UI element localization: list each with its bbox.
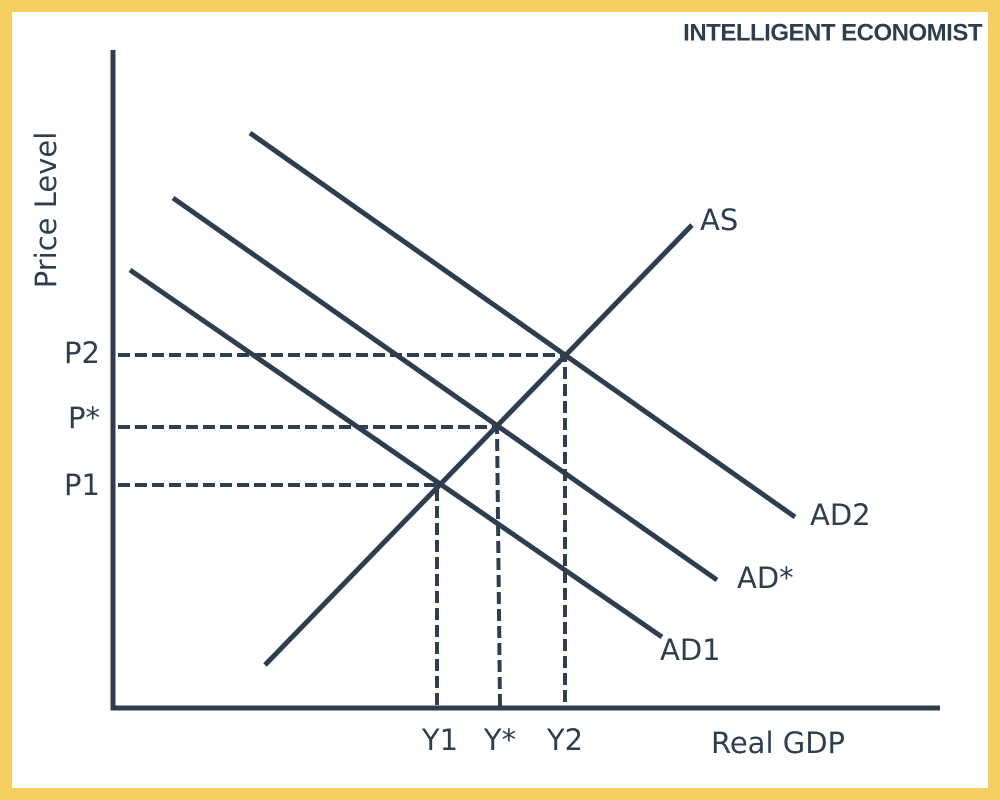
as-curve xyxy=(263,223,694,667)
y-axis-label: Price Level xyxy=(29,132,63,289)
curve-label: AD* xyxy=(737,561,794,595)
curve-label: AD2 xyxy=(810,498,871,532)
brand: INTELLIGENT ECONOMIST xyxy=(683,19,983,46)
ad1-curve xyxy=(128,267,664,640)
price-label: P* xyxy=(68,401,100,435)
ad2-curve xyxy=(248,130,797,520)
output-label: Y2 xyxy=(546,723,583,757)
axes xyxy=(110,50,940,711)
price-label: P2 xyxy=(64,336,100,370)
adstar-curve xyxy=(171,195,719,583)
output-label: Y* xyxy=(483,723,516,757)
curve-label: AS xyxy=(700,203,738,237)
price-label: P1 xyxy=(64,468,100,502)
curve-label: AD1 xyxy=(660,633,721,667)
x-axis-label: Real GDP xyxy=(711,726,845,760)
guide-p1-y1 xyxy=(118,483,439,706)
output-label: Y1 xyxy=(421,723,458,757)
